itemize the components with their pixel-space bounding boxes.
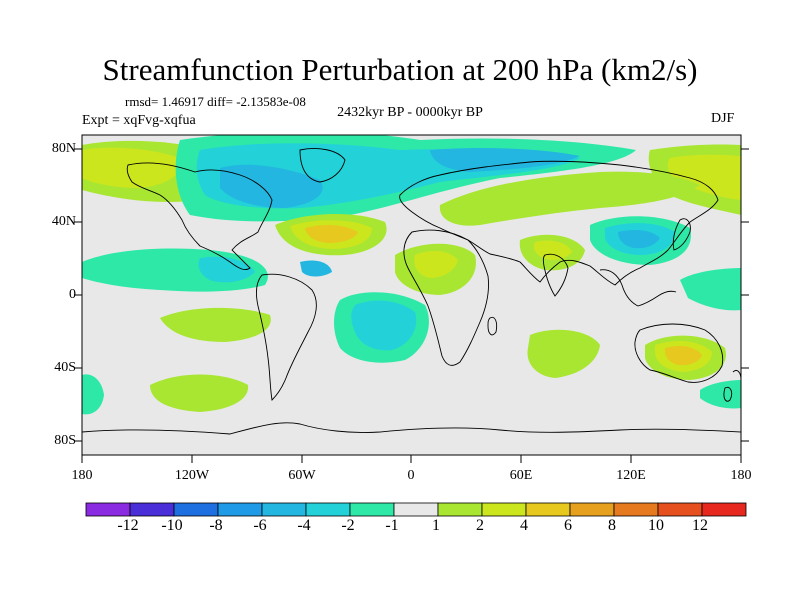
contour-northpacific-positive-core bbox=[667, 154, 741, 200]
colorbar-swatch bbox=[217, 502, 263, 517]
coast-greenland bbox=[299, 148, 346, 183]
contour-fills bbox=[82, 135, 741, 415]
stats-text: rmsd= 1.46917 diff= -2.13583e-08 bbox=[125, 94, 306, 109]
coastlines bbox=[82, 148, 741, 435]
axis-ticks bbox=[74, 148, 749, 463]
lat-label-40N: 40N bbox=[51, 214, 76, 229]
colorbar-label: -8 bbox=[209, 517, 223, 534]
experiment-label: Expt = xqFvg-xqfua bbox=[82, 113, 196, 128]
coast-japan bbox=[672, 218, 691, 251]
contour-australia-positive-core bbox=[664, 346, 702, 366]
contour-southindian-positive bbox=[527, 329, 600, 378]
colorbar-label: -2 bbox=[341, 517, 355, 534]
contour-southpacific-positive bbox=[160, 307, 271, 342]
lon-label-60E: 60E bbox=[509, 468, 533, 483]
lon-label-60W: 60W bbox=[288, 468, 316, 483]
coast-madagascar bbox=[487, 316, 498, 336]
colorbar-label: -1 bbox=[385, 517, 399, 534]
coast-southeast-asia bbox=[599, 269, 677, 307]
colorbar-swatch bbox=[85, 502, 131, 517]
colorbar-label: -12 bbox=[117, 517, 139, 534]
contour-southatlantic-negative-core bbox=[351, 300, 417, 351]
colorbar-swatch bbox=[261, 502, 307, 517]
lat-label-80N: 80N bbox=[51, 141, 76, 156]
coast-india bbox=[542, 253, 569, 297]
colorbar-label: -4 bbox=[297, 517, 311, 534]
colorbar-label: 12 bbox=[692, 517, 708, 534]
contour-eurasia-positive bbox=[439, 171, 700, 226]
contour-pacific-tropical-negative-core bbox=[198, 256, 255, 283]
lat-label-0: 0 bbox=[69, 287, 76, 302]
period-label: 2432kyr BP - 0000kyr BP bbox=[337, 105, 483, 120]
lon-label-0: 0 bbox=[407, 468, 415, 483]
colorbar-label: -10 bbox=[161, 517, 183, 534]
colorbar-swatch bbox=[481, 502, 527, 517]
coast-australia bbox=[634, 323, 724, 383]
contour-africa-positive-core bbox=[414, 250, 458, 278]
colorbar-label: 4 bbox=[520, 517, 528, 534]
coast-north-america bbox=[126, 162, 273, 271]
colorbar-label: -6 bbox=[253, 517, 267, 534]
colorbar-swatch bbox=[393, 502, 439, 517]
lon-label-120E: 120E bbox=[616, 468, 646, 483]
colorbar bbox=[85, 502, 747, 517]
lat-label-40S: 40S bbox=[54, 360, 76, 375]
colorbar-swatch bbox=[437, 502, 483, 517]
lon-label-120W: 120W bbox=[174, 468, 210, 483]
contour-southpacific-positive-lower bbox=[150, 374, 249, 412]
colorbar-swatch bbox=[129, 502, 175, 517]
coast-south-america bbox=[255, 273, 317, 401]
colorbar-label: 1 bbox=[432, 517, 440, 534]
lon-label-180e: 180 bbox=[730, 468, 752, 483]
colorbar-swatch bbox=[569, 502, 615, 517]
colorbar-swatch bbox=[173, 502, 219, 517]
contour-westpacific-negative bbox=[680, 268, 741, 311]
colorbar-swatch bbox=[657, 502, 703, 517]
contour-southwest-negative bbox=[82, 374, 104, 415]
contour-southeast-negative bbox=[700, 380, 741, 409]
coast-antarctica bbox=[82, 422, 741, 435]
contour-atlantic-subtropical-positive-core bbox=[305, 224, 358, 243]
colorbar-label: 6 bbox=[564, 517, 572, 534]
lat-label-80S: 80S bbox=[54, 433, 76, 448]
lon-label-180w: 180 bbox=[71, 468, 93, 483]
season-label: DJF bbox=[711, 111, 735, 126]
plot-title: Streamfunction Perturbation at 200 hPa (… bbox=[102, 52, 698, 87]
colorbar-swatch bbox=[305, 502, 351, 517]
colorbar-label: 2 bbox=[476, 517, 484, 534]
colorbar-label: 8 bbox=[608, 517, 616, 534]
colorbar-swatch bbox=[613, 502, 659, 517]
coast-africa bbox=[403, 229, 489, 366]
colorbar-swatch bbox=[525, 502, 571, 517]
contour-indian-positive-core bbox=[533, 240, 572, 260]
contour-eastasia-negative-core bbox=[618, 230, 660, 249]
contour-arctic-positive-core bbox=[82, 147, 181, 188]
colorbar-swatch bbox=[349, 502, 395, 517]
contour-pacific-tropical-negative-small bbox=[300, 260, 332, 277]
colorbar-label: 10 bbox=[648, 517, 664, 534]
colorbar-swatch bbox=[701, 502, 747, 517]
contour-northatlantic-negative-core bbox=[430, 148, 580, 172]
contour-northamerica-negative bbox=[220, 164, 323, 208]
